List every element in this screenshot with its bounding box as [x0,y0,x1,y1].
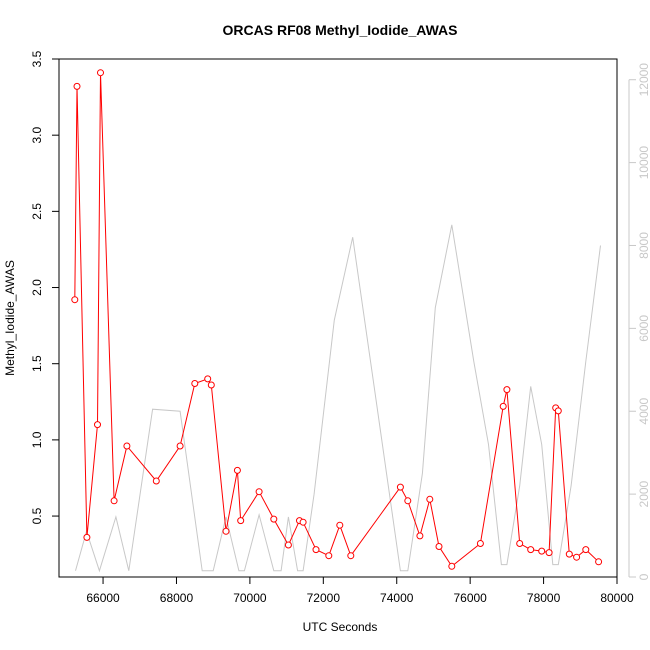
primary-series-line [74,72,599,568]
y-tick-label: 0.5 [30,507,44,524]
y-tick-label: 2.5 [30,203,44,220]
data-point [426,495,434,503]
data-point [123,442,131,450]
data-point [565,550,573,558]
y-axis-label: Methyl_Iodide_AWAS [3,260,17,376]
y-axis: 0.5 1.0 1.5 2.0 2.5 3.0 3.5 [30,50,59,524]
y-tick-label: 3.5 [30,50,44,67]
data-point [416,532,424,540]
data-point [97,69,104,77]
data-point [527,546,535,554]
data-point [503,386,511,394]
data-point [336,521,344,529]
x-tick-label: 74000 [380,591,414,605]
secondary-y-tick-label: 8000 [637,232,650,259]
y-tick-label: 2.0 [30,279,44,296]
secondary-y-tick-label: 2000 [637,480,650,507]
data-point [545,549,553,557]
data-point [538,547,546,555]
data-point [71,296,79,304]
data-point [255,488,263,496]
data-point [516,540,524,547]
data-point [94,421,101,429]
data-point [191,380,199,387]
plot-frame [58,58,618,578]
data-point [573,553,581,561]
x-tick-label: 80000 [600,591,634,605]
data-point [404,497,412,505]
x-axis: 66000 68000 70000 72000 74000 76000 78000 80000 [86,577,634,605]
secondary-y-tick-label: 4000 [637,398,650,425]
data-point [448,562,456,570]
data-point [347,552,355,560]
data-point [595,558,603,566]
x-tick-label: 68000 [160,591,194,605]
x-tick-label: 66000 [86,591,120,605]
data-point [554,407,562,415]
data-point [299,518,307,526]
data-point [312,546,320,554]
data-point [176,442,184,450]
secondary-series-line [75,224,601,573]
x-tick-label: 72000 [307,591,341,605]
data-point [207,381,215,389]
data-point [83,533,91,541]
primary-series [71,69,603,570]
data-point [152,477,160,485]
data-point [499,402,507,410]
y-tick-label: 1.0 [30,431,44,448]
y-tick-label: 3.0 [30,127,44,144]
data-point [110,497,118,505]
data-point [582,546,590,554]
secondary-y-tick-label: 12000 [637,63,650,97]
data-point [435,543,443,550]
data-point [396,483,404,491]
x-tick-label: 78000 [527,591,561,605]
data-point [233,466,241,474]
y-tick-label: 1.5 [30,355,44,372]
data-point [476,540,484,547]
secondary-y-tick-label: 0 [637,573,650,580]
data-point [325,552,333,560]
x-tick-label: 70000 [233,591,267,605]
data-point [284,541,292,549]
data-point [237,517,245,525]
x-tick-label: 76000 [453,591,487,605]
data-point [73,82,81,90]
secondary-y-axis: 0 2000 4000 6000 8000 10000 12000 [628,63,650,580]
x-axis-label: UTC Seconds [303,620,378,634]
data-point [222,527,230,535]
data-point [270,515,278,523]
secondary-series [75,224,601,573]
secondary-y-tick-label: 10000 [637,146,650,180]
data-point [204,375,212,383]
secondary-y-tick-label: 6000 [637,315,650,342]
chart-title: ORCAS RF08 Methyl_Iodide_AWAS [223,22,458,38]
